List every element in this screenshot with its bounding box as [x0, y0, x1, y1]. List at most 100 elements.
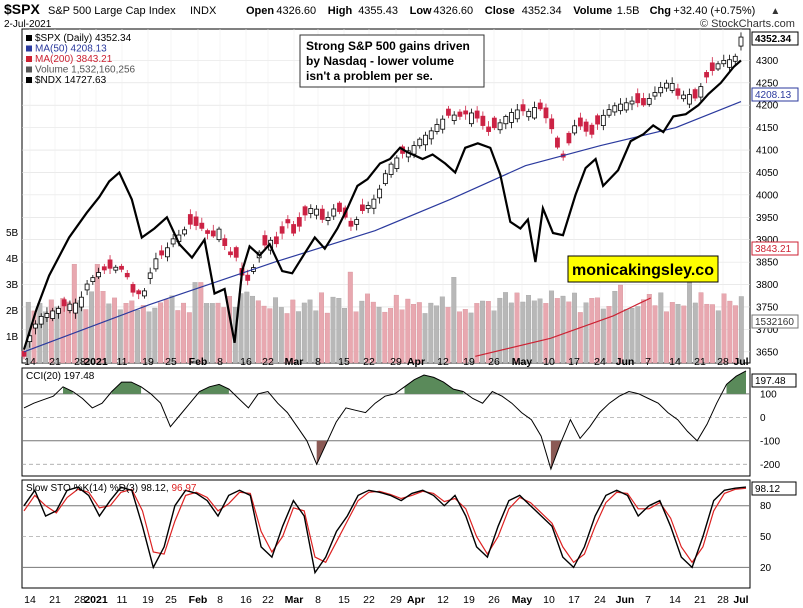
quote-value: 4326.60	[433, 5, 473, 17]
volume-bar	[451, 277, 457, 364]
volume-tick-label: 4B	[6, 254, 19, 265]
candle-body	[503, 116, 509, 125]
legend-swatch	[26, 35, 32, 41]
candle-body	[84, 283, 90, 291]
candle-body	[296, 217, 302, 227]
exchange: INDX	[190, 5, 217, 17]
volume-bar	[244, 291, 250, 364]
candle-body	[56, 307, 61, 314]
volume-bar	[54, 306, 60, 364]
cci-tick-label: -100	[760, 436, 780, 447]
volume-bar	[474, 303, 480, 364]
candle-body	[681, 94, 687, 100]
volume-bar	[733, 305, 738, 364]
cci-last-label: 197.48	[751, 373, 797, 388]
volume-label-text: 1532160	[755, 317, 794, 328]
volume-bar	[296, 311, 301, 364]
volume-bar	[319, 292, 324, 364]
candle-body	[709, 62, 715, 71]
candle-body	[233, 247, 239, 258]
x-tick-label: 21	[49, 594, 61, 606]
quote-value: 4352.34	[522, 5, 562, 17]
candle-body	[606, 109, 612, 116]
candle-body	[480, 115, 486, 126]
volume-bar	[117, 309, 123, 364]
candle-body	[641, 98, 646, 106]
candle-body	[348, 220, 354, 227]
x-tick-label: May	[512, 594, 533, 606]
volume-bar	[313, 310, 319, 364]
legend-swatch	[26, 45, 32, 52]
volume-bar	[675, 304, 681, 364]
candle-body	[566, 132, 572, 144]
volume-bar	[641, 299, 646, 364]
volume-bar	[250, 295, 255, 364]
x-tick-label: 7	[645, 594, 651, 606]
volume-bar	[520, 301, 526, 364]
volume-bar	[330, 296, 336, 364]
x-tick-label: 10	[543, 356, 555, 368]
candle-body	[159, 250, 165, 256]
volume-bar	[94, 264, 100, 364]
volume-bar	[238, 293, 244, 364]
candle-body	[182, 229, 188, 235]
volume-bar	[215, 302, 221, 364]
candle-body	[337, 202, 342, 212]
candle-body	[727, 59, 732, 68]
candle-body	[555, 137, 560, 148]
volume-bar	[698, 292, 704, 364]
x-tick-label: 21	[694, 594, 706, 606]
candle-body	[549, 118, 555, 130]
candle-body	[187, 214, 193, 225]
volume-bar	[324, 312, 330, 364]
volume-bar	[687, 282, 692, 364]
x-tick-label: 25	[165, 594, 177, 606]
candle-body	[61, 299, 67, 307]
x-tick-label: Jun	[616, 594, 635, 606]
volume-bar	[422, 313, 428, 364]
quote-row: Open 4326.60 High 4355.43 Low 4326.60 Close 435…	[246, 5, 780, 17]
x-tick-label: 19	[463, 594, 475, 606]
candle-body	[365, 205, 371, 209]
volume-bar	[146, 311, 152, 364]
legend-swatch	[26, 77, 32, 83]
candle-body	[319, 208, 325, 220]
volume-bar	[635, 306, 641, 364]
sto-last-label: 98.12	[751, 481, 797, 496]
candle-body	[325, 217, 331, 221]
volume-bar	[347, 271, 353, 364]
watermark-text: monicakingsley.co	[572, 262, 714, 279]
cci-tick-label: -200	[760, 460, 780, 471]
candle-body	[216, 228, 222, 241]
volume-bar	[572, 292, 577, 364]
price-tick-label: 3750	[756, 302, 779, 313]
index-name: S&P 500 Large Cap Index	[48, 5, 176, 17]
candle-body	[629, 100, 635, 105]
candle-body	[371, 198, 377, 209]
volume-bar	[434, 305, 439, 364]
legend-entry: Volume 1,532,160,256	[35, 65, 136, 76]
volume-bar	[106, 303, 112, 364]
volume-bar	[83, 309, 89, 364]
x-tick-label: Mar	[285, 356, 304, 368]
x-tick-label: 14	[24, 594, 36, 606]
volume-bar	[618, 284, 623, 364]
volume-bar	[457, 311, 462, 364]
cci-tick-label: 0	[760, 413, 766, 424]
volume-bar	[715, 310, 721, 364]
candle-body	[291, 224, 296, 234]
candle-body	[532, 107, 537, 119]
annotation-line-3: isn't a problem per se.	[306, 69, 433, 83]
volume-bar	[416, 302, 422, 364]
volume-bars	[25, 264, 744, 364]
volume-bar	[543, 303, 549, 364]
candle-body	[658, 86, 664, 94]
date: 2-Jul-2021	[4, 19, 52, 30]
ma200-label: 3843.21	[751, 241, 799, 256]
candle-body	[491, 117, 497, 129]
candle-body	[262, 235, 268, 246]
candle-body	[331, 208, 337, 217]
volume-tick-label: 3B	[6, 280, 19, 291]
ma50-line	[23, 101, 742, 353]
